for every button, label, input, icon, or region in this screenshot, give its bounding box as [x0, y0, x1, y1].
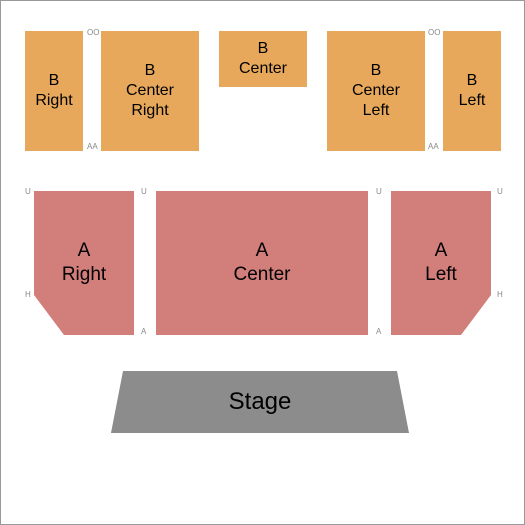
row-label-u-3: U — [376, 188, 382, 196]
section-a-center[interactable]: A Center — [156, 191, 368, 335]
section-b-center-left[interactable]: B Center Left — [327, 31, 425, 151]
row-label-a-2: A — [141, 328, 146, 336]
section-b-center-right-label: B Center Right — [126, 61, 174, 121]
section-a-right-label: A Right — [62, 239, 106, 287]
row-label-u-r: U — [497, 188, 503, 196]
row-label-aa: AA — [87, 143, 98, 151]
section-b-right[interactable]: B Right — [25, 31, 83, 151]
row-label-oo-2: OO — [428, 29, 440, 37]
notch-a-right — [34, 295, 64, 335]
section-b-right-label: B Right — [35, 71, 72, 111]
row-label-oo: OO — [87, 29, 99, 37]
section-b-left-label: B Left — [459, 71, 486, 111]
section-b-center-left-label: B Center Left — [352, 61, 400, 121]
row-label-u-2: U — [141, 188, 147, 196]
stage-taper-left — [111, 371, 123, 433]
stage: Stage — [111, 371, 409, 433]
section-b-center[interactable]: B Center — [219, 31, 307, 87]
seating-chart: B Right OO AA B Center Right B Center B … — [0, 0, 525, 525]
row-label-aa-2: AA — [428, 143, 439, 151]
stage-taper-right — [397, 371, 409, 433]
section-b-center-right[interactable]: B Center Right — [101, 31, 199, 151]
row-label-u-l: U — [25, 188, 31, 196]
notch-a-left — [461, 295, 491, 335]
stage-label: Stage — [229, 388, 292, 416]
row-label-h-l: H — [25, 291, 31, 299]
row-label-h-r: H — [497, 291, 503, 299]
section-b-left[interactable]: B Left — [443, 31, 501, 151]
row-label-a-3: A — [376, 328, 381, 336]
section-a-center-label: A Center — [233, 239, 290, 287]
section-a-left-label: A Left — [425, 239, 457, 287]
section-b-center-label: B Center — [239, 39, 287, 79]
